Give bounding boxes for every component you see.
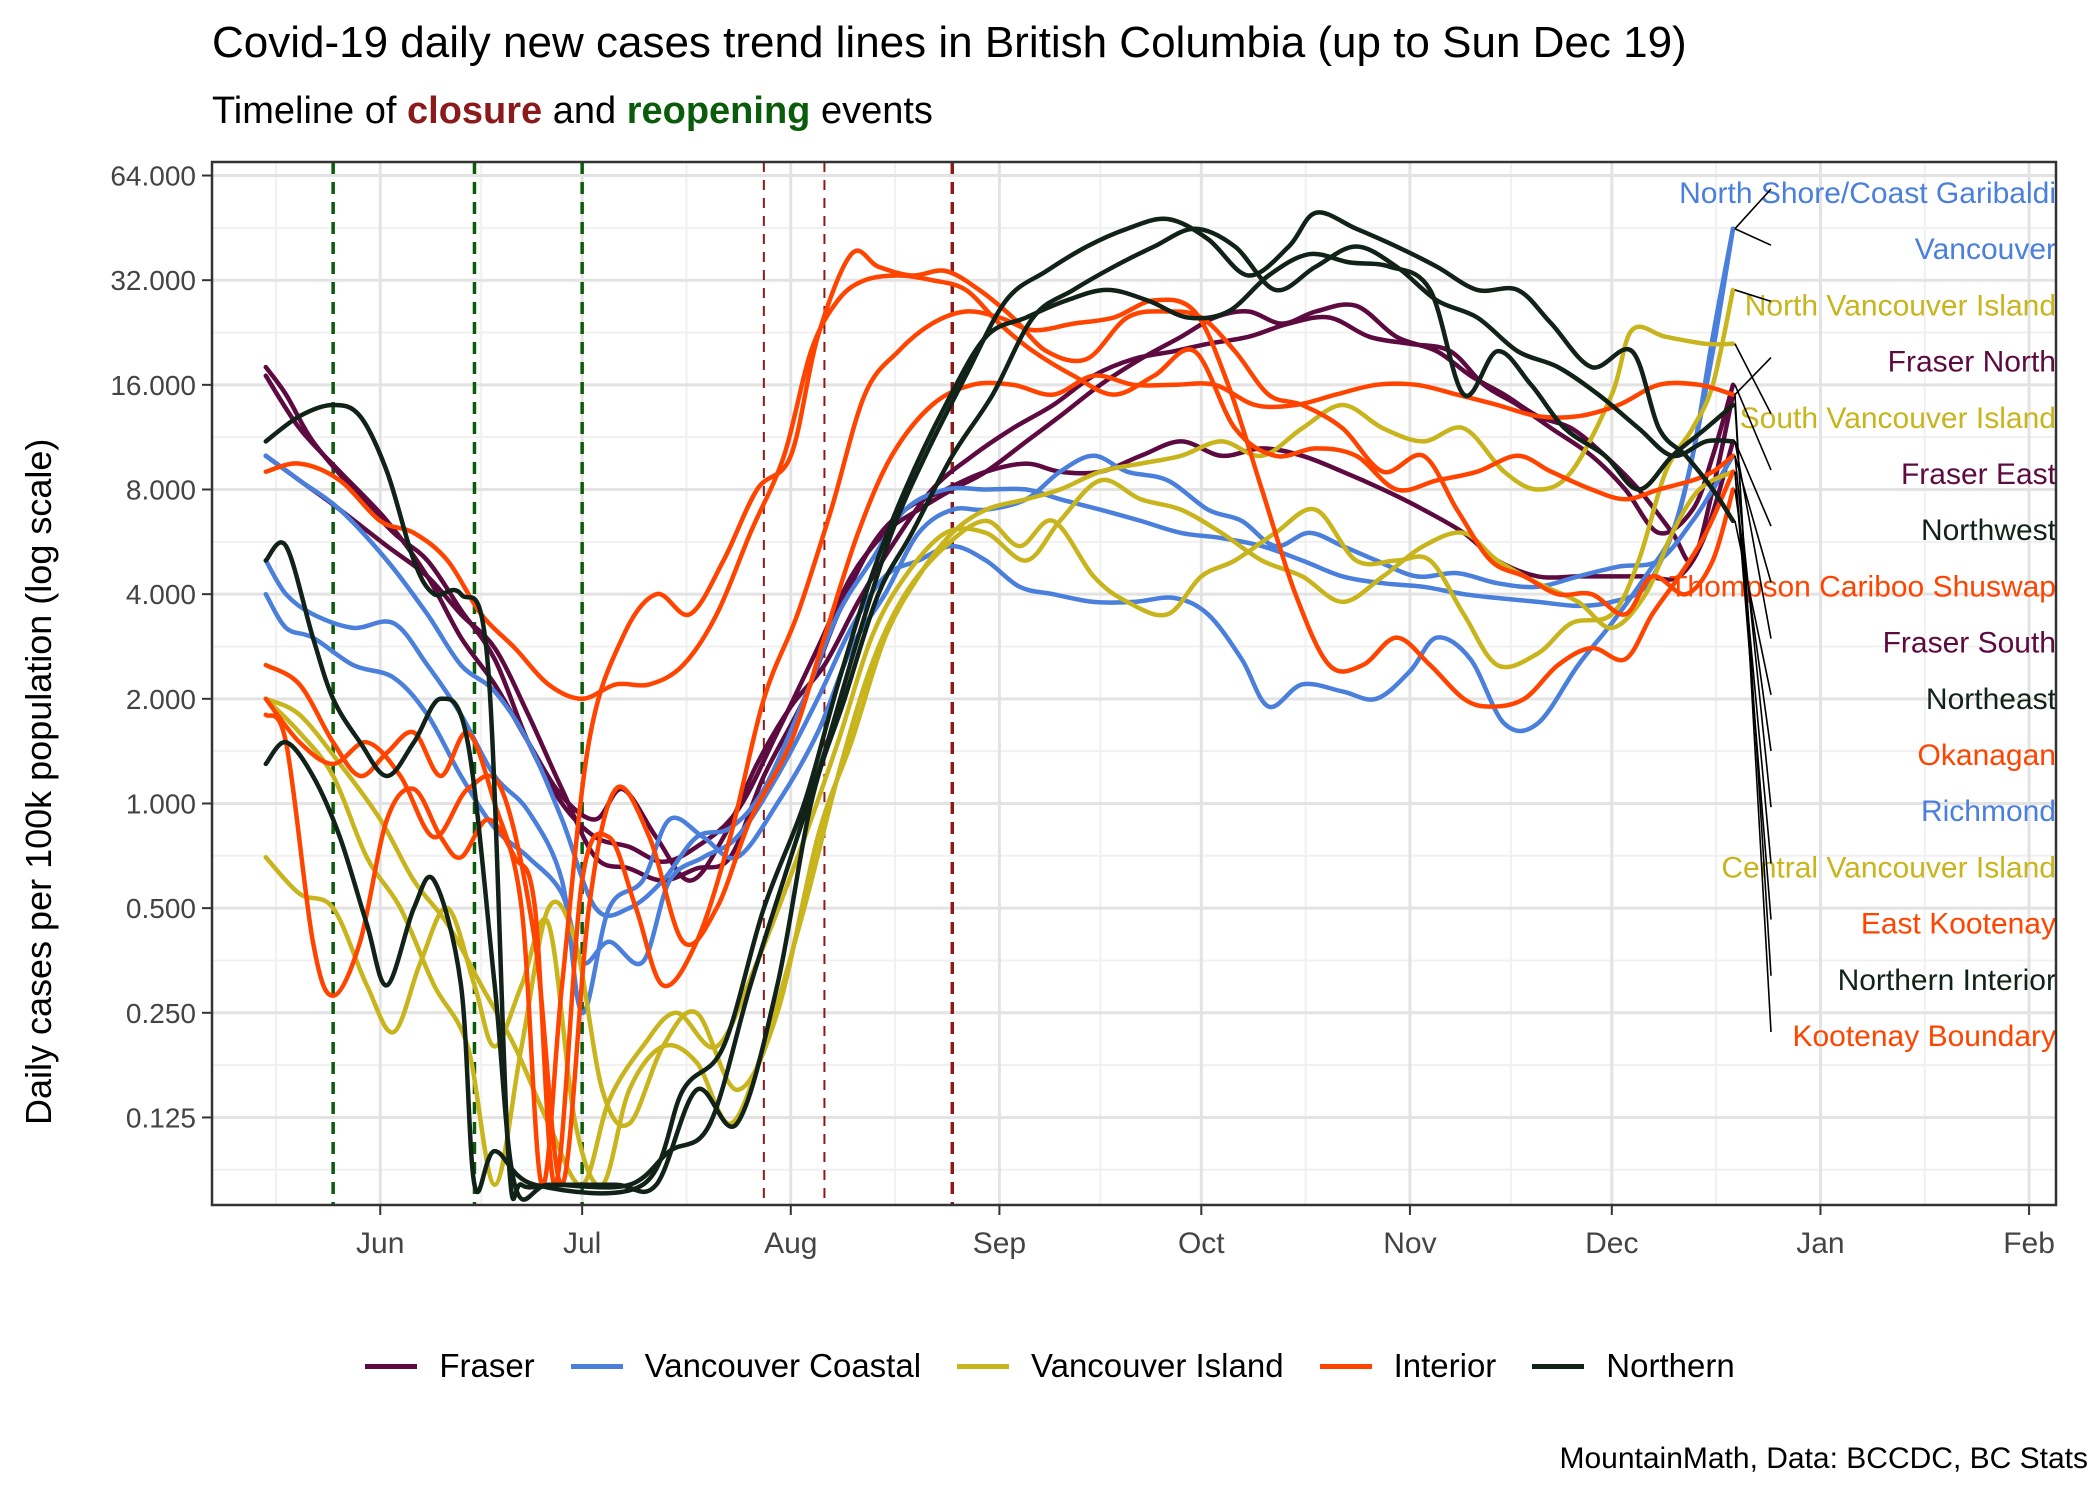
plot-border	[210, 160, 2058, 1207]
legend-item: Vancouver Island	[957, 1347, 1284, 1385]
plot-panel	[212, 162, 2056, 1205]
legend-label: Interior	[1393, 1347, 1497, 1384]
series-label-north-vancouver-island: North Vancouver Island	[1745, 289, 2056, 322]
series-label-kootenay-boundary: Kootenay Boundary	[1792, 1020, 2056, 1053]
legend-label: Vancouver Coastal	[644, 1347, 922, 1384]
y-tick-label: 4.000	[126, 579, 196, 610]
series-label-okanagan: Okanagan	[1918, 739, 2056, 772]
legend-item: Northern	[1532, 1347, 1735, 1385]
label-leader-line	[1734, 441, 1772, 527]
legend-swatch	[957, 1363, 1010, 1369]
y-tick-label: 2.000	[126, 684, 196, 715]
series-label-northwest: Northwest	[1921, 514, 2057, 547]
legend-swatch	[570, 1363, 623, 1369]
series-label-east-kootenay: East Kootenay	[1861, 908, 2056, 941]
label-leader-line	[1734, 188, 1772, 230]
x-tick-label: Jan	[1796, 1227, 1844, 1260]
series-label-fraser-east: Fraser East	[1901, 458, 2057, 491]
chart-subtitle: Timeline of closure and reopening events	[212, 90, 933, 133]
y-tick-label: 32.000	[110, 265, 196, 296]
y-tick-label: 64.000	[110, 161, 196, 192]
series-label-northern-interior: Northern Interior	[1838, 964, 2056, 997]
subtitle-middle: and	[542, 90, 627, 132]
series-line-vancouver	[263, 226, 1736, 919]
x-tick-label: Sep	[973, 1227, 1026, 1260]
x-tick-label: Jul	[563, 1227, 601, 1260]
legend-label: Northern	[1606, 1347, 1735, 1384]
label-leader-line	[1734, 384, 1772, 471]
series-line-northwest	[263, 226, 1736, 1202]
x-tick-label: Jun	[356, 1227, 404, 1260]
y-tick-label: 1.000	[126, 788, 196, 819]
series-line-kootenay-boundary	[263, 373, 1736, 1188]
legend-swatch	[365, 1363, 418, 1369]
label-leader-line	[1734, 441, 1772, 639]
legend-item: Vancouver Coastal	[570, 1347, 922, 1385]
series-label-vancouver: Vancouver	[1915, 233, 2056, 266]
y-tick-label: 8.000	[126, 475, 196, 506]
y-axis-label: Daily cases per 100k population (log sca…	[18, 438, 59, 1125]
label-leader-line	[1734, 357, 1772, 396]
x-tick-label: Aug	[764, 1227, 817, 1260]
legend-item: Fraser	[365, 1347, 535, 1385]
legend-swatch	[1319, 1363, 1372, 1369]
series-line-central-vancouver-island	[263, 469, 1736, 1188]
legend-item: Interior	[1319, 1347, 1497, 1385]
series-group	[263, 210, 1736, 1202]
series-line-south-vancouver-island	[263, 324, 1736, 1188]
y-tick-label: 16.000	[110, 370, 196, 401]
series-label-fraser-south: Fraser South	[1883, 627, 2056, 660]
x-tick-label: Nov	[1383, 1227, 1436, 1260]
series-label-south-vancouver-island: South Vancouver Island	[1740, 402, 2056, 435]
legend: Fraser Vancouver Coastal Vancouver Island I…	[0, 1347, 2100, 1385]
series-label-northeast: Northeast	[1926, 683, 2057, 716]
x-tick-label: Dec	[1585, 1227, 1638, 1260]
series-line-east-kootenay	[263, 297, 1736, 1188]
series-label-central-vancouver-island: Central Vancouver Island	[1721, 851, 2056, 884]
legend-label: Vancouver Island	[1031, 1347, 1284, 1384]
subtitle-suffix: events	[810, 90, 933, 132]
series-line-northeast	[263, 210, 1736, 1202]
label-leader-line	[1734, 227, 1772, 246]
series-label-fraser-north: Fraser North	[1888, 346, 2056, 379]
y-tick-label: 0.125	[126, 1102, 196, 1133]
subtitle-reopening: reopening	[626, 90, 811, 132]
legend-swatch	[1532, 1363, 1585, 1369]
subtitle-prefix: Timeline of	[212, 90, 407, 132]
x-tick-label: Feb	[2003, 1227, 2055, 1260]
y-tick-label: 0.250	[126, 998, 196, 1029]
label-leader-line	[1734, 289, 1772, 303]
series-label-richmond: Richmond	[1921, 795, 2056, 828]
y-tick-label: 0.500	[126, 893, 196, 924]
subtitle-closure: closure	[407, 90, 543, 132]
series-line-richmond	[263, 453, 1736, 1016]
label-leader-line	[1734, 394, 1772, 1033]
chart-title: Covid-19 daily new cases trend lines in …	[212, 18, 1687, 67]
x-tick-label: Oct	[1178, 1227, 1225, 1260]
series-line-thompson-cariboo-shuswap	[263, 273, 1736, 702]
series-line-northern-interior	[263, 251, 1736, 1196]
legend-label: Fraser	[439, 1347, 535, 1384]
series-label-thompson-cariboo-shuswap: Thompson Cariboo Shuswap	[1669, 570, 2056, 603]
caption: MountainMath, Data: BCCDC, BC Stats	[1559, 1442, 2088, 1475]
label-leader-line	[1734, 343, 1772, 415]
series-label-north-shore-coast-garibaldi: North Shore/Coast Garibaldi	[1679, 177, 2056, 210]
